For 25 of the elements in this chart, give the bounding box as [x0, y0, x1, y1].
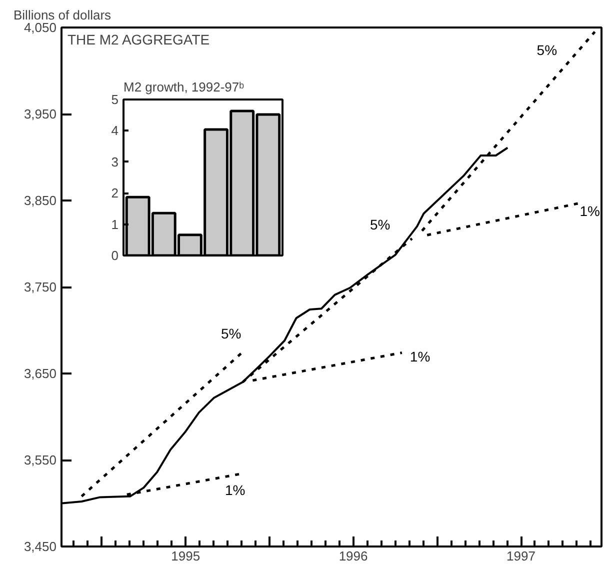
- y-tick-label: 2: [111, 186, 119, 201]
- series-label: 1%: [580, 203, 600, 220]
- y-tick-label: 3,850: [24, 193, 57, 208]
- x-tick-label: 1997: [506, 548, 536, 564]
- y-axis-title: Billions of dollars: [14, 8, 112, 22]
- y-tick-label: 4,050: [24, 20, 57, 35]
- x-tick-label: 1995: [171, 548, 200, 564]
- y-tick-label: 3,550: [24, 452, 57, 468]
- chart-title: M2 growth, 1992-97ᵇ: [124, 80, 244, 94]
- y-tick-label: 3: [111, 154, 119, 170]
- series-label: 1%: [410, 348, 430, 365]
- y-tick-label: 0: [111, 248, 119, 263]
- y-tick-label: 5: [111, 92, 119, 107]
- y-tick-label: 3,450: [24, 539, 57, 554]
- x-tick-label: 1996: [338, 548, 368, 564]
- y-tick-label: 3,750: [24, 280, 57, 294]
- y-tick-label: 3,950: [24, 106, 57, 122]
- chart-title: THE M2 AGGREGATE: [68, 32, 210, 48]
- series-label: 1%: [224, 482, 246, 498]
- y-tick-label: 3,650: [24, 366, 57, 381]
- y-tick-label: 1: [111, 216, 119, 232]
- series-label: 5%: [220, 326, 242, 342]
- series-label: 5%: [370, 216, 390, 233]
- series-label: 5%: [536, 42, 558, 58]
- y-tick-label: 4: [111, 123, 119, 138]
